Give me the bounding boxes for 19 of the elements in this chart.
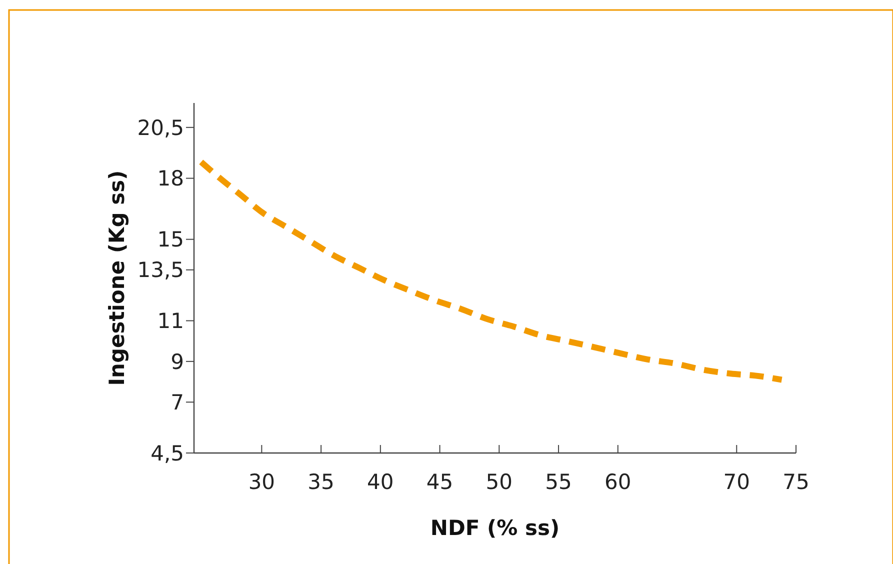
x-tick-label: 30 (248, 470, 276, 494)
x-tick-label: 55 (545, 470, 572, 494)
x-tick-label: 50 (486, 470, 513, 494)
y-axis-title: Ingestione (Kg ss) (105, 170, 129, 386)
y-tick-label: 20,5 (137, 116, 184, 140)
x-tick-label: 60 (604, 470, 632, 494)
y-tick-label: 13,5 (137, 258, 184, 282)
x-tick-label: 35 (308, 470, 334, 494)
x-tick-label: 40 (367, 470, 394, 494)
x-axis-title: NDF (% ss) (430, 516, 560, 540)
x-tick-label: 70 (723, 470, 750, 494)
x-tick-label: 45 (426, 470, 454, 494)
y-tick-label: 15 (157, 228, 184, 252)
y-tick-label: 4,5 (150, 441, 184, 466)
y-tick-label: 18 (157, 166, 184, 191)
y-tick-label: 7 (170, 390, 184, 414)
y-tick-label: 9 (170, 350, 184, 374)
y-tick-label: 11 (157, 309, 184, 334)
x-tick-label: 75 (782, 470, 810, 494)
